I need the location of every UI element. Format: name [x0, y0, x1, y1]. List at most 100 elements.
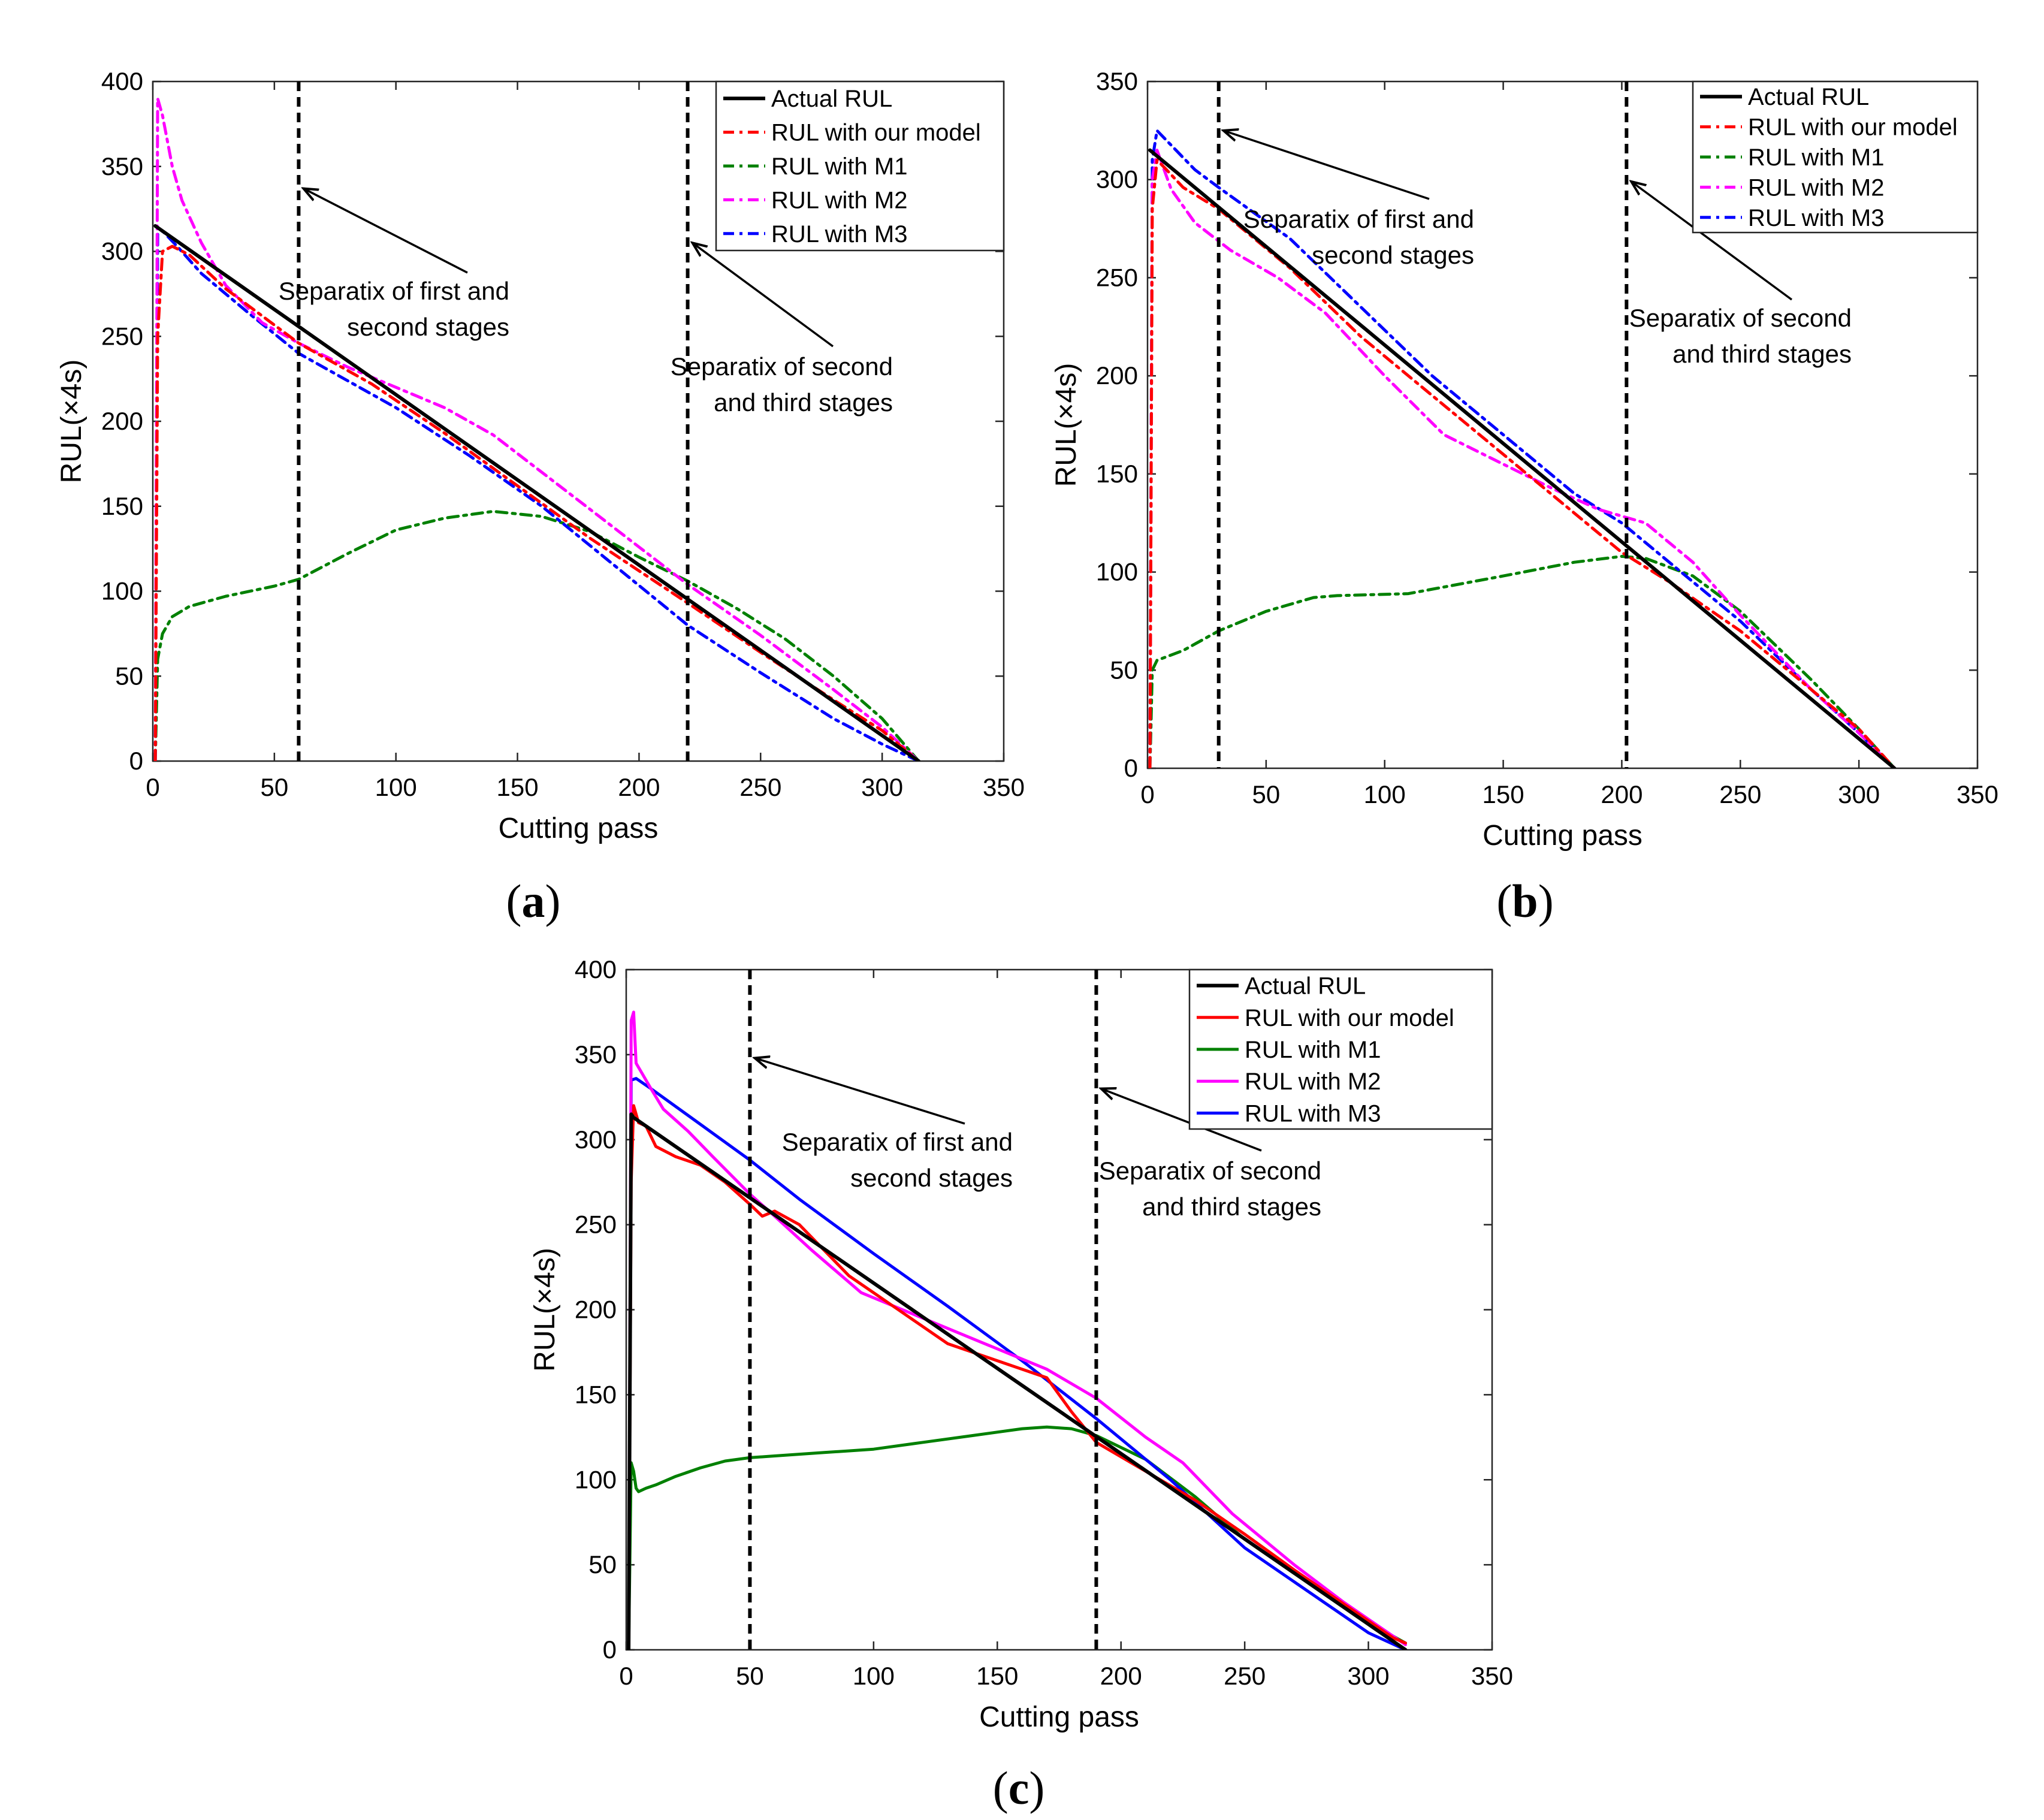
annotation-arrow — [1224, 131, 1430, 200]
y-tick-label: 100 — [575, 1465, 617, 1493]
y-axis-label: RUL(×4s) — [1050, 363, 1082, 487]
plot-area — [627, 1010, 1408, 1650]
panel-caption: (a) — [506, 875, 561, 927]
x-tick-label: 300 — [861, 773, 903, 801]
legend: Actual RUL RUL with our model RUL with M1 R… — [1692, 80, 1979, 234]
y-tick-label: 400 — [575, 955, 617, 983]
annotation-text: and third stages — [714, 388, 893, 416]
legend-box — [1188, 968, 1493, 1130]
annotation-arrow — [1631, 182, 1793, 301]
legend-label: RUL with M2 — [1748, 174, 1884, 201]
y-tick-label: 250 — [575, 1211, 617, 1239]
plot-area — [1148, 129, 1897, 768]
x-tick-label: 150 — [497, 773, 539, 801]
legend-label: RUL with M1 — [1748, 144, 1884, 171]
series-line-m3 — [1148, 129, 1896, 768]
y-tick-label: 0 — [603, 1635, 617, 1664]
annotation-arrow — [755, 1058, 965, 1125]
legend-label: RUL with M3 — [1245, 1100, 1381, 1127]
y-tick-label: 50 — [588, 1550, 617, 1578]
x-axis-label: Cutting pass — [1483, 820, 1643, 852]
series-line-our-model — [153, 245, 920, 761]
x-tick-label: 50 — [736, 1662, 764, 1690]
y-tick-label: 250 — [101, 322, 143, 350]
legend-label: RUL with M2 — [771, 187, 907, 213]
annotation-text: Separatix of second — [1629, 304, 1852, 332]
y-axis-label: RUL(×4s) — [529, 1248, 561, 1372]
x-tick-label: 350 — [1471, 1662, 1513, 1690]
panel-caption: (c) — [993, 1762, 1045, 1814]
x-tick-label: 200 — [1601, 780, 1643, 808]
series-line-m2 — [1148, 149, 1896, 768]
x-tick-label: 200 — [1100, 1662, 1142, 1690]
plot-area — [153, 96, 920, 761]
series-line-m3 — [627, 1077, 1407, 1650]
annotation-text: Separatix of second — [1099, 1157, 1321, 1185]
x-tick-label: 300 — [1838, 780, 1880, 808]
legend-label: RUL with M3 — [1748, 205, 1884, 231]
series-line-m2 — [153, 96, 920, 761]
panel-caption: (b) — [1496, 875, 1553, 927]
y-tick-label: 0 — [1124, 754, 1138, 782]
annotation-text: Separatix of second — [671, 352, 893, 381]
y-tick-label: 150 — [1096, 460, 1138, 488]
legend-label: Actual RUL — [1748, 84, 1869, 110]
annotation-text: and third stages — [1672, 340, 1852, 368]
annotation-arrow — [1101, 1089, 1262, 1152]
x-tick-label: 0 — [619, 1662, 633, 1690]
y-tick-label: 50 — [115, 662, 143, 690]
x-tick-label: 0 — [1140, 780, 1154, 808]
legend-label: RUL with our model — [1748, 114, 1958, 141]
y-tick-label: 350 — [1096, 67, 1138, 95]
x-tick-label: 50 — [1252, 780, 1280, 808]
annotation-text: Separatix of first and — [279, 277, 509, 305]
x-tick-label: 350 — [983, 773, 1025, 801]
y-tick-label: 0 — [129, 747, 143, 775]
annotation-text: Separatix of first and — [782, 1128, 1013, 1156]
legend-label: Actual RUL — [1245, 973, 1366, 1000]
x-tick-label: 150 — [1483, 780, 1524, 808]
annotation-text: and third stages — [1142, 1193, 1321, 1221]
x-tick-label: 150 — [976, 1662, 1018, 1690]
y-tick-label: 150 — [575, 1380, 617, 1408]
x-tick-label: 200 — [618, 773, 660, 801]
series-line-our-model — [627, 1104, 1407, 1650]
chart-panel-a: 0 50 100 150 200 250 300 350 0 50 100 150 200 250 300 3… — [56, 67, 1025, 927]
series-line-m1 — [153, 509, 920, 761]
y-tick-label: 300 — [575, 1125, 617, 1154]
series-line-m1 — [1148, 554, 1896, 768]
y-tick-label: 50 — [1110, 656, 1138, 684]
chart-panel-c: 0 50 100 150 200 250 300 350 0 50 100 150 200 250 300 3… — [529, 955, 1513, 1814]
x-axis-label: Cutting pass — [979, 1701, 1139, 1733]
x-tick-label: 250 — [1719, 780, 1761, 808]
annotation-text: second stages — [850, 1164, 1013, 1192]
plot-frame — [1146, 80, 1979, 769]
legend-label: Actual RUL — [771, 86, 892, 112]
series-line-actual — [1148, 148, 1897, 768]
series-line-our-model — [1148, 158, 1896, 768]
y-tick-label: 150 — [101, 492, 143, 520]
legend: Actual RUL RUL with our model RUL with M1 R… — [715, 80, 1005, 252]
x-tick-label: 0 — [146, 773, 159, 801]
y-tick-label: 250 — [1096, 263, 1138, 291]
series-line-actual — [627, 1112, 1408, 1650]
legend-label: RUL with our model — [1245, 1005, 1454, 1031]
annotation-text: second stages — [1312, 241, 1474, 269]
x-tick-label: 250 — [1224, 1662, 1266, 1690]
legend: Actual RUL RUL with our model RUL with M1 R… — [1188, 968, 1493, 1130]
y-axis-label: RUL(×4s) — [56, 360, 87, 484]
y-tick-label: 350 — [101, 152, 143, 180]
x-tick-label: 350 — [1957, 780, 1998, 808]
y-tick-label: 100 — [101, 577, 143, 605]
x-tick-label: 100 — [1364, 780, 1406, 808]
legend-label: RUL with M1 — [771, 153, 907, 180]
legend-box — [715, 80, 1005, 252]
series-line-m2 — [627, 1010, 1407, 1650]
series-line-m3 — [153, 230, 920, 761]
x-tick-label: 300 — [1348, 1662, 1390, 1690]
legend-label: RUL with M3 — [771, 221, 907, 248]
x-axis-label: Cutting pass — [499, 813, 659, 844]
y-tick-label: 300 — [101, 237, 143, 265]
legend-box — [1692, 80, 1979, 234]
legend-label: RUL with M1 — [1245, 1037, 1381, 1063]
